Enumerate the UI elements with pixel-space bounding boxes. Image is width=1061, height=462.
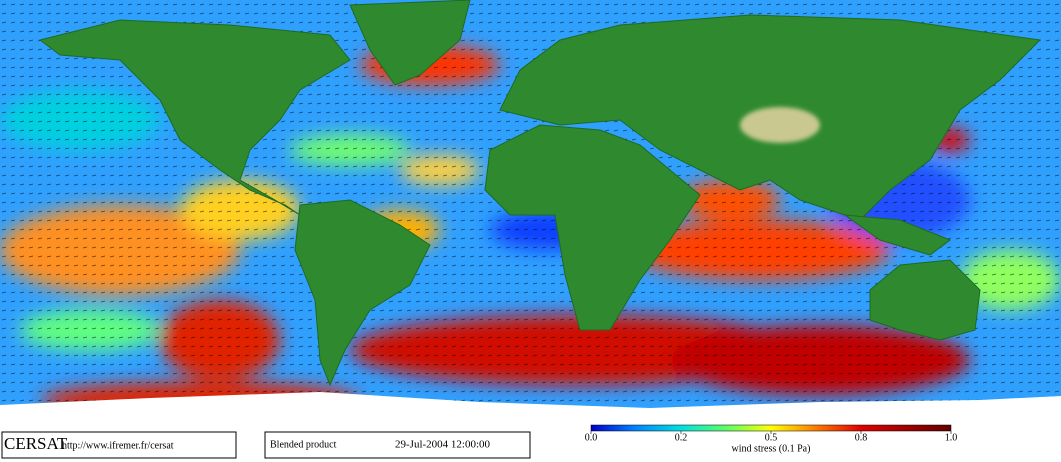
antarctica <box>0 392 1061 430</box>
colorbar-tick-label: 0.2 <box>675 432 688 443</box>
colorbar-tick-label: 0.0 <box>585 432 598 443</box>
product: Blended product <box>270 439 337 450</box>
land <box>38 0 1042 387</box>
product-box <box>264 431 531 459</box>
colorbar-tick-label: 0.8 <box>855 432 868 443</box>
url: http://www.ifremer.fr/cersat <box>62 440 174 451</box>
colorbar-label: wind stress (0.1 Pa) <box>732 443 811 454</box>
logo: CERSAT <box>4 434 68 453</box>
colorbar-ramp <box>590 424 952 432</box>
colorbar-tick-label: 0.5 <box>765 432 778 443</box>
colorbar: 0.0 0.2 0.5 0.8 1.0 <box>585 424 958 443</box>
date: 29-Jul-2004 12:00:00 <box>395 439 491 451</box>
logo-box <box>1 431 237 459</box>
colorbar-tick-label: 1.0 <box>945 432 958 443</box>
plateau <box>740 107 820 143</box>
